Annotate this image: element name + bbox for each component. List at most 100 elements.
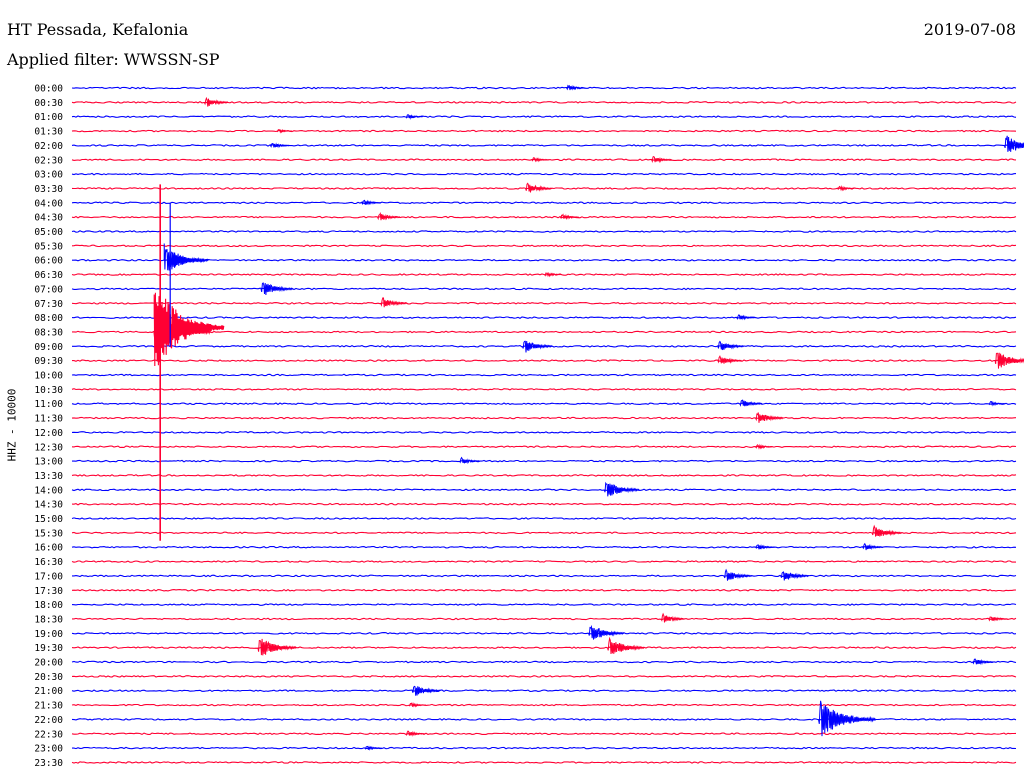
- trace-line: [71, 172, 1017, 176]
- trace-line: [72, 459, 1017, 463]
- time-label: 03:00: [34, 170, 63, 181]
- large-event-blue-coda: [163, 243, 205, 271]
- trace-line: [71, 215, 1017, 219]
- event-burst: [269, 142, 290, 149]
- time-label: 14:30: [34, 500, 63, 511]
- trace-line: [71, 631, 1017, 635]
- trace-line: [71, 301, 1017, 305]
- trace-line: [71, 129, 1017, 133]
- trace-line: [71, 560, 1016, 563]
- event-burst: [1003, 135, 1024, 152]
- trace-line: [71, 445, 1017, 449]
- event-burst: [988, 400, 1006, 407]
- time-label: 13:00: [34, 457, 63, 468]
- event-burst: [361, 199, 381, 206]
- time-label: 03:30: [34, 184, 63, 195]
- trace-line: [71, 545, 1017, 549]
- trace-line: [71, 273, 1017, 276]
- trace-line: [71, 603, 1017, 606]
- time-label: 07:00: [34, 284, 63, 295]
- event-burst: [739, 399, 763, 407]
- trace-line: [71, 660, 1017, 664]
- time-label: 11:00: [34, 399, 63, 410]
- time-label: 05:30: [34, 241, 63, 252]
- event-burst: [862, 542, 884, 551]
- event-burst: [559, 213, 580, 220]
- trace-line: [71, 732, 1017, 736]
- time-label: 21:00: [34, 686, 63, 697]
- time-label: 01:00: [34, 112, 63, 123]
- event-burst: [603, 481, 640, 497]
- event-burst: [717, 340, 744, 351]
- time-label: 01:30: [34, 127, 63, 138]
- event-burst: [988, 616, 1008, 622]
- event-burst: [607, 636, 645, 655]
- trace-line: [71, 373, 1017, 377]
- trace-line: [72, 574, 1017, 578]
- trace-line: [71, 531, 1017, 535]
- event-burst: [994, 352, 1024, 369]
- trace-line: [72, 746, 1017, 750]
- event-burst: [755, 543, 775, 550]
- event-burst: [544, 271, 562, 278]
- time-label: 00:00: [34, 84, 63, 95]
- time-label: 00:30: [34, 98, 63, 109]
- event-burst: [972, 658, 994, 666]
- trace-line: [71, 488, 1017, 492]
- event-burst: [736, 314, 756, 321]
- event-burst: [260, 282, 293, 296]
- time-label: 20:00: [34, 658, 63, 669]
- trace-line: [71, 86, 1017, 90]
- event-burst: [566, 84, 586, 91]
- event-burst: [459, 456, 481, 465]
- trace-line: [71, 588, 1017, 592]
- time-label: 20:30: [34, 672, 63, 683]
- time-label: 19:30: [34, 643, 63, 654]
- trace-line: [71, 244, 1017, 248]
- event-burst: [380, 297, 407, 308]
- time-label: 22:30: [34, 729, 63, 740]
- trace-line: [71, 646, 1017, 649]
- time-label: 10:00: [34, 371, 63, 382]
- event-burst: [837, 184, 855, 192]
- trace-line: [71, 316, 1017, 319]
- event-bursts: [153, 84, 1024, 751]
- trace-line: [71, 144, 1017, 147]
- time-label: 02:00: [34, 141, 63, 152]
- trace-line: [71, 761, 1017, 764]
- event-burst: [525, 182, 552, 193]
- event-burst: [818, 700, 876, 737]
- event-burst: [780, 571, 810, 581]
- time-label: 09:00: [34, 342, 63, 353]
- trace-line: [71, 431, 1016, 434]
- event-burst: [257, 638, 297, 656]
- time-label: 14:00: [34, 485, 63, 496]
- event-burst: [408, 702, 426, 708]
- trace-line: [71, 416, 1017, 420]
- time-label: 04:30: [34, 213, 63, 224]
- time-label: 21:30: [34, 701, 63, 712]
- time-label: 10:30: [34, 385, 63, 396]
- trace-line: [71, 287, 1017, 291]
- event-burst: [522, 340, 553, 353]
- event-burst: [405, 730, 426, 737]
- event-burst: [364, 745, 382, 751]
- time-label: 11:30: [34, 414, 63, 425]
- event-burst: [411, 685, 441, 696]
- trace-line: [71, 675, 1017, 678]
- trace-line: [72, 330, 1017, 334]
- event-burst: [723, 568, 753, 581]
- time-label: 18:00: [34, 600, 63, 611]
- time-label: 23:00: [34, 744, 63, 755]
- trace-line: [71, 388, 1017, 391]
- event-burst: [588, 624, 625, 640]
- trace-line: [71, 101, 1017, 104]
- time-label: 05:00: [34, 227, 63, 238]
- time-label: 08:30: [34, 327, 63, 338]
- event-burst: [405, 114, 423, 120]
- event-burst: [377, 212, 401, 221]
- filter-label: Applied filter: WWSSN-SP: [7, 50, 220, 69]
- date-label: 2019-07-08: [923, 20, 1016, 39]
